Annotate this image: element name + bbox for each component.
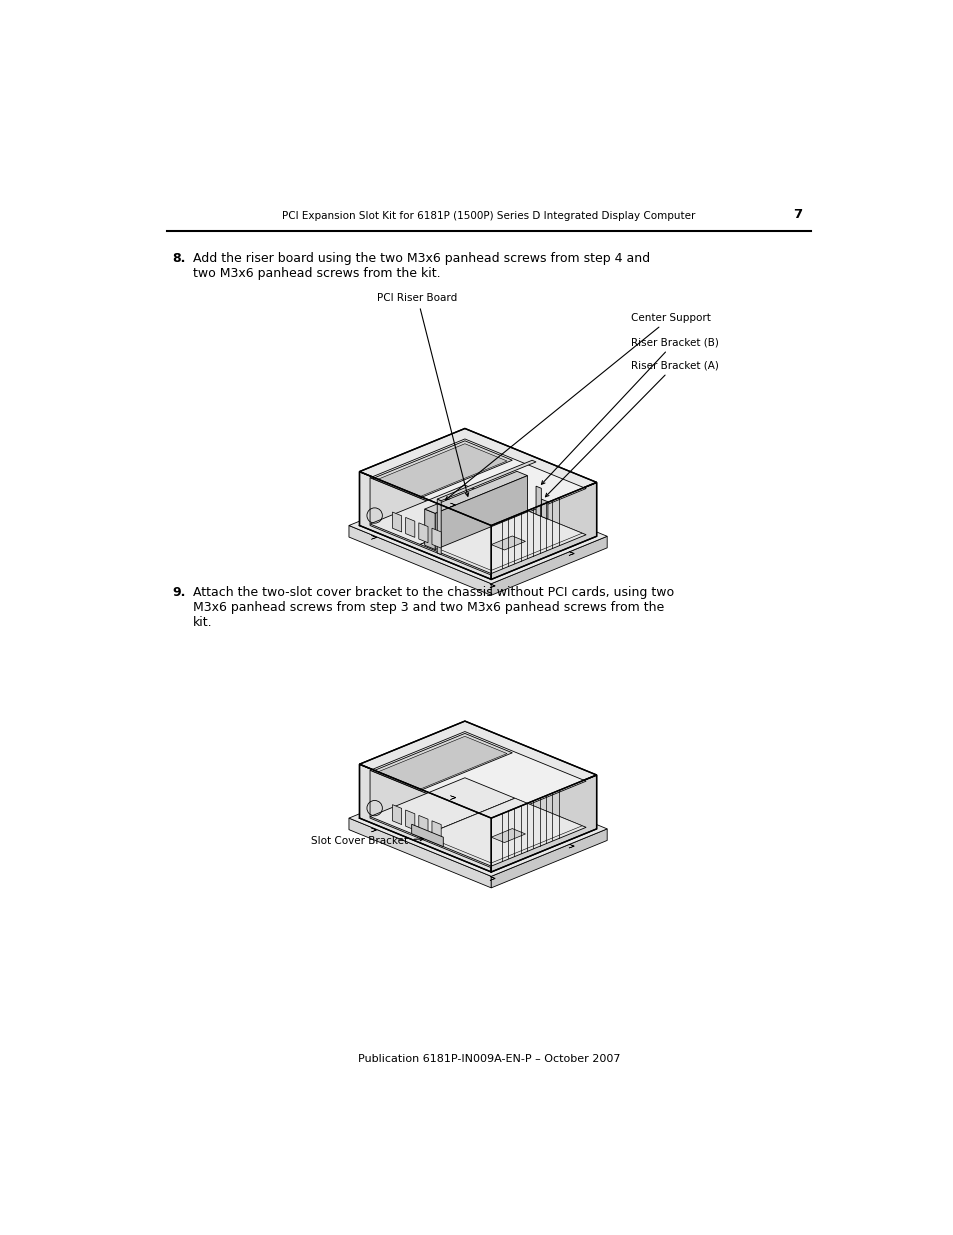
Polygon shape xyxy=(359,721,596,818)
Polygon shape xyxy=(568,552,574,556)
Polygon shape xyxy=(412,824,443,847)
Polygon shape xyxy=(491,829,606,888)
Polygon shape xyxy=(370,731,585,820)
Text: Add the riser board using the two M3x6 panhead screws from step 4 and
two M3x6 p: Add the riser board using the two M3x6 p… xyxy=(193,252,649,280)
Text: Center Support: Center Support xyxy=(445,312,710,500)
Text: 9.: 9. xyxy=(172,585,185,599)
Polygon shape xyxy=(371,827,376,832)
Polygon shape xyxy=(424,798,581,863)
Polygon shape xyxy=(432,529,440,548)
Polygon shape xyxy=(424,472,527,514)
Polygon shape xyxy=(419,798,585,866)
Polygon shape xyxy=(349,526,491,595)
Polygon shape xyxy=(491,536,606,595)
Text: Riser Bracket (A): Riser Bracket (A) xyxy=(545,361,718,496)
Polygon shape xyxy=(418,522,428,542)
Polygon shape xyxy=(405,810,415,830)
Polygon shape xyxy=(491,829,525,842)
Polygon shape xyxy=(419,505,585,573)
Polygon shape xyxy=(359,764,491,872)
Polygon shape xyxy=(371,536,376,540)
Text: Riser Bracket (B): Riser Bracket (B) xyxy=(541,337,718,484)
Polygon shape xyxy=(370,478,491,576)
Text: PCI Expansion Slot Kit for 6181P (1500P) Series D Integrated Display Computer: PCI Expansion Slot Kit for 6181P (1500P)… xyxy=(282,211,695,221)
Polygon shape xyxy=(491,536,525,550)
Text: PCI Riser Board: PCI Riser Board xyxy=(377,294,468,496)
Polygon shape xyxy=(435,475,527,550)
Text: 8.: 8. xyxy=(172,252,185,266)
Polygon shape xyxy=(436,499,440,555)
Text: Publication 6181P-IN009A-EN-P – October 2007: Publication 6181P-IN009A-EN-P – October … xyxy=(357,1055,619,1065)
Polygon shape xyxy=(424,509,435,550)
Polygon shape xyxy=(392,805,401,825)
Polygon shape xyxy=(370,438,585,527)
Polygon shape xyxy=(424,505,581,571)
Polygon shape xyxy=(370,778,515,837)
Polygon shape xyxy=(491,483,596,579)
Polygon shape xyxy=(450,503,456,506)
Polygon shape xyxy=(568,845,574,848)
Polygon shape xyxy=(540,499,547,519)
Polygon shape xyxy=(436,461,536,500)
Polygon shape xyxy=(490,584,495,588)
Text: Attach the two-slot cover bracket to the chassis without PCI cards, using two
M3: Attach the two-slot cover bracket to the… xyxy=(193,585,673,629)
Polygon shape xyxy=(349,818,491,888)
Polygon shape xyxy=(359,472,491,579)
Text: 7: 7 xyxy=(793,209,801,221)
Polygon shape xyxy=(418,815,428,835)
Polygon shape xyxy=(349,771,606,877)
Polygon shape xyxy=(349,478,606,584)
Polygon shape xyxy=(405,517,415,537)
Polygon shape xyxy=(490,877,495,881)
Polygon shape xyxy=(377,736,507,789)
Polygon shape xyxy=(359,429,596,526)
Polygon shape xyxy=(432,821,440,841)
Polygon shape xyxy=(536,487,540,516)
Polygon shape xyxy=(370,771,491,868)
Polygon shape xyxy=(450,795,456,799)
Polygon shape xyxy=(377,443,507,496)
Polygon shape xyxy=(373,441,512,498)
Polygon shape xyxy=(370,485,515,545)
Polygon shape xyxy=(491,776,596,872)
Text: Slot Cover Bracket: Slot Cover Bracket xyxy=(311,836,423,846)
Polygon shape xyxy=(392,513,401,532)
Polygon shape xyxy=(373,734,512,790)
